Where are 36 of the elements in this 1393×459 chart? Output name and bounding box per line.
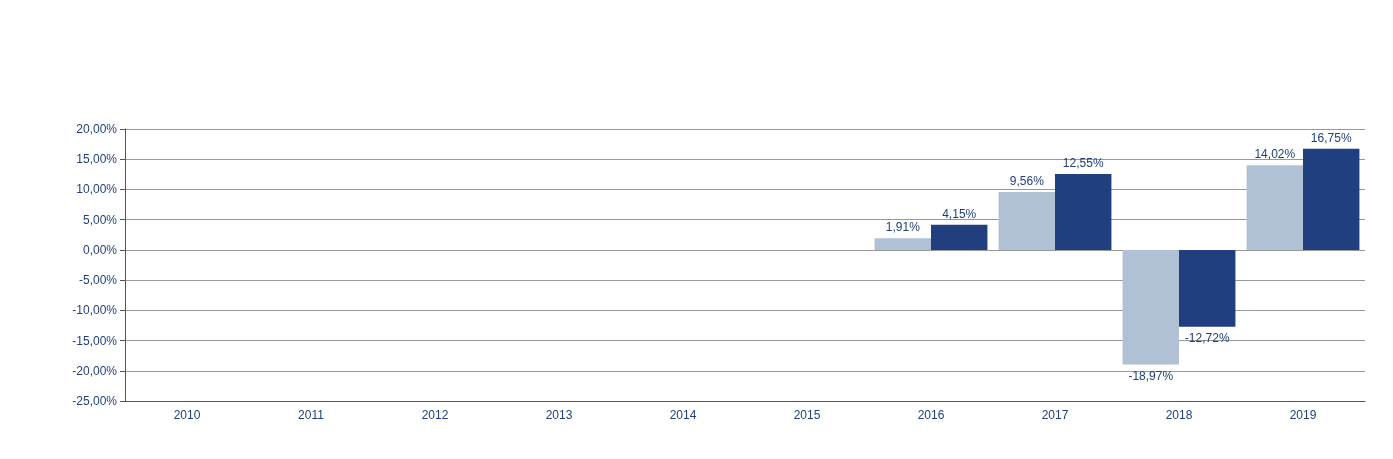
- y-tick-label: 20,00%: [76, 122, 118, 136]
- y-tick-label: -15,00%: [72, 333, 118, 348]
- y-tick-label: 10,00%: [76, 182, 118, 197]
- bar: [1122, 249, 1179, 365]
- data-label: 12,55%: [1062, 156, 1104, 171]
- x-tick-label: 2018: [1165, 408, 1193, 422]
- data-label: 16,75%: [1310, 130, 1352, 145]
- x-tick-label: 2016: [917, 408, 945, 422]
- y-tick-label: -25,00%: [72, 394, 118, 408]
- data-label: 9,56%: [1009, 174, 1045, 189]
- y-tick-label: 0,00%: [82, 242, 118, 257]
- data-label: -12,72%: [1184, 330, 1230, 345]
- bar: [874, 238, 931, 250]
- y-tick-label: -20,00%: [72, 363, 118, 378]
- x-tick-label: 2011: [298, 408, 325, 422]
- bar: [1179, 249, 1236, 327]
- y-tick-label: -5,00%: [78, 273, 118, 288]
- data-label: 4,15%: [942, 206, 977, 221]
- x-tick-label: 2014: [669, 408, 697, 422]
- x-tick-label: 2017: [1041, 408, 1069, 422]
- y-tick-label: 5,00%: [82, 212, 118, 227]
- bar: [931, 224, 988, 250]
- y-tick-label: -10,00%: [72, 303, 118, 318]
- x-tick-label: 2015: [793, 408, 821, 422]
- x-tick-label: 2012: [421, 408, 449, 422]
- data-label: 1,91%: [885, 220, 921, 235]
- data-label: -18,97%: [1128, 368, 1174, 383]
- x-tick-label: 2019: [1289, 408, 1317, 422]
- data-label: 14,02%: [1254, 147, 1296, 162]
- bar: [1303, 148, 1360, 250]
- y-tick-label: 15,00%: [76, 152, 118, 167]
- bar: [1246, 165, 1303, 250]
- bar: [998, 192, 1055, 250]
- bar: [1055, 174, 1112, 250]
- x-tick-label: 2010: [173, 408, 201, 422]
- x-tick-label: 2013: [545, 408, 573, 422]
